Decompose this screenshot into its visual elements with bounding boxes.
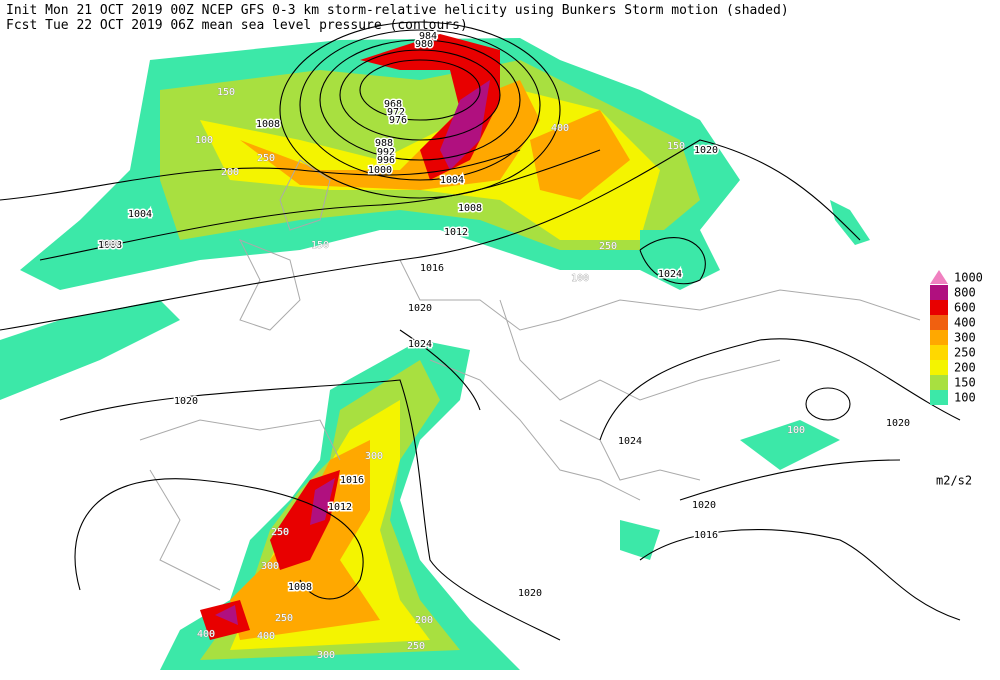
contour-label: 1000: [368, 165, 392, 176]
legend-label: 100: [954, 391, 976, 405]
shade-label: 150: [217, 87, 235, 98]
header-line: Fcst Tue 22 OCT 2019 06Z mean sea level …: [6, 18, 468, 33]
contour-label: 1004: [128, 209, 152, 220]
contour-label: 1020: [174, 396, 198, 407]
contour-label: 988: [375, 138, 393, 149]
legend-label: 150: [954, 376, 976, 390]
legend-swatch: [930, 270, 948, 284]
legend-units: m2/s2: [936, 474, 972, 488]
contour-label: 1004: [440, 175, 464, 186]
shade-label: 250: [257, 153, 275, 164]
shade-label: 250: [271, 527, 289, 538]
shade-label: 200: [415, 615, 433, 626]
contour-label: 972: [387, 107, 405, 118]
shade-label: 400: [551, 123, 569, 134]
shade-label: 400: [257, 631, 275, 642]
legend-label: 400: [954, 316, 976, 330]
shade-label: 300: [261, 561, 279, 572]
contour-label: 1012: [328, 502, 352, 513]
contour-label: 1016: [340, 475, 364, 486]
pressure-contours: [0, 21, 961, 641]
country-borders: [139, 159, 921, 591]
contour-label: 976: [389, 115, 407, 126]
shade-label: 100: [571, 273, 589, 284]
contour-label: 1020: [518, 588, 542, 599]
contour-label: 984: [419, 31, 437, 42]
legend-label: 300: [954, 331, 976, 345]
shade-label: 250: [407, 641, 425, 652]
shade-label: 100: [101, 239, 119, 250]
contour-label: 1008: [256, 119, 280, 130]
shade-label: 150: [667, 141, 685, 152]
contour-label: 1024: [408, 339, 432, 350]
shade-label: 100: [195, 135, 213, 146]
contour-label: 980: [415, 39, 433, 50]
legend-swatch: [930, 375, 948, 390]
contour-label: 1020: [408, 303, 432, 314]
contour-label: 1008: [458, 203, 482, 214]
shade-label: 300: [317, 650, 335, 661]
shade-label: 150: [311, 240, 329, 251]
contour-label: 1008: [288, 582, 312, 593]
legend-swatch: [930, 345, 948, 360]
contour-label: 996: [377, 155, 395, 166]
legend-label: 1000: [954, 271, 983, 285]
legend-swatch: [930, 390, 948, 405]
legend-label: 800: [954, 286, 976, 300]
legend-swatch: [930, 285, 948, 300]
shade-label: 100: [787, 425, 805, 436]
legend-swatch: [930, 330, 948, 345]
shade-label: 400: [197, 629, 215, 640]
shade-label: 250: [599, 241, 617, 252]
contour-label: 992: [377, 147, 395, 158]
legend-label: 250: [954, 346, 976, 360]
legend-label: 200: [954, 361, 976, 375]
contour-label: 1024: [658, 269, 682, 280]
header-line: Init Mon 21 OCT 2019 00Z NCEP GFS 0-3 km…: [6, 3, 789, 18]
helicity-shading: [0, 34, 870, 670]
contour-label: 1016: [694, 530, 718, 541]
legend-swatch: [930, 360, 948, 375]
contour-label: 1020: [692, 500, 716, 511]
legend-label: 600: [954, 301, 976, 315]
contour-label: 1008: [98, 240, 122, 251]
shade-label: 200: [221, 167, 239, 178]
shade-label: 250: [275, 613, 293, 624]
contour-label: 1020: [886, 418, 910, 429]
legend-unit: m2/s2: [936, 474, 972, 488]
contour-label: 1012: [444, 227, 468, 238]
contour-label: 1024: [618, 436, 642, 447]
contour-label: 1020: [694, 145, 718, 156]
contour-label: 968: [384, 99, 402, 110]
legend-swatch: [930, 315, 948, 330]
legend-swatch: [930, 300, 948, 315]
shade-label: 300: [365, 451, 383, 462]
contour-label: 1016: [420, 263, 444, 274]
